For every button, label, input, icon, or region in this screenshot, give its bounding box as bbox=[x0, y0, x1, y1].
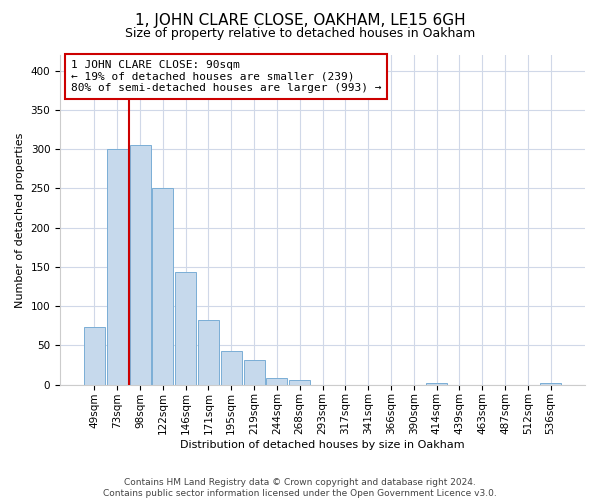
Bar bbox=[84, 328, 105, 384]
Bar bbox=[175, 272, 196, 384]
X-axis label: Distribution of detached houses by size in Oakham: Distribution of detached houses by size … bbox=[180, 440, 465, 450]
Bar bbox=[540, 383, 561, 384]
Bar bbox=[266, 378, 287, 384]
Y-axis label: Number of detached properties: Number of detached properties bbox=[15, 132, 25, 308]
Bar bbox=[289, 380, 310, 384]
Text: 1, JOHN CLARE CLOSE, OAKHAM, LE15 6GH: 1, JOHN CLARE CLOSE, OAKHAM, LE15 6GH bbox=[134, 12, 466, 28]
Bar bbox=[152, 188, 173, 384]
Text: Size of property relative to detached houses in Oakham: Size of property relative to detached ho… bbox=[125, 28, 475, 40]
Bar bbox=[107, 149, 128, 384]
Text: 1 JOHN CLARE CLOSE: 90sqm
← 19% of detached houses are smaller (239)
80% of semi: 1 JOHN CLARE CLOSE: 90sqm ← 19% of detac… bbox=[71, 60, 381, 93]
Bar bbox=[426, 383, 447, 384]
Bar bbox=[244, 360, 265, 384]
Bar bbox=[198, 320, 219, 384]
Text: Contains HM Land Registry data © Crown copyright and database right 2024.
Contai: Contains HM Land Registry data © Crown c… bbox=[103, 478, 497, 498]
Bar bbox=[130, 146, 151, 384]
Bar bbox=[221, 351, 242, 384]
